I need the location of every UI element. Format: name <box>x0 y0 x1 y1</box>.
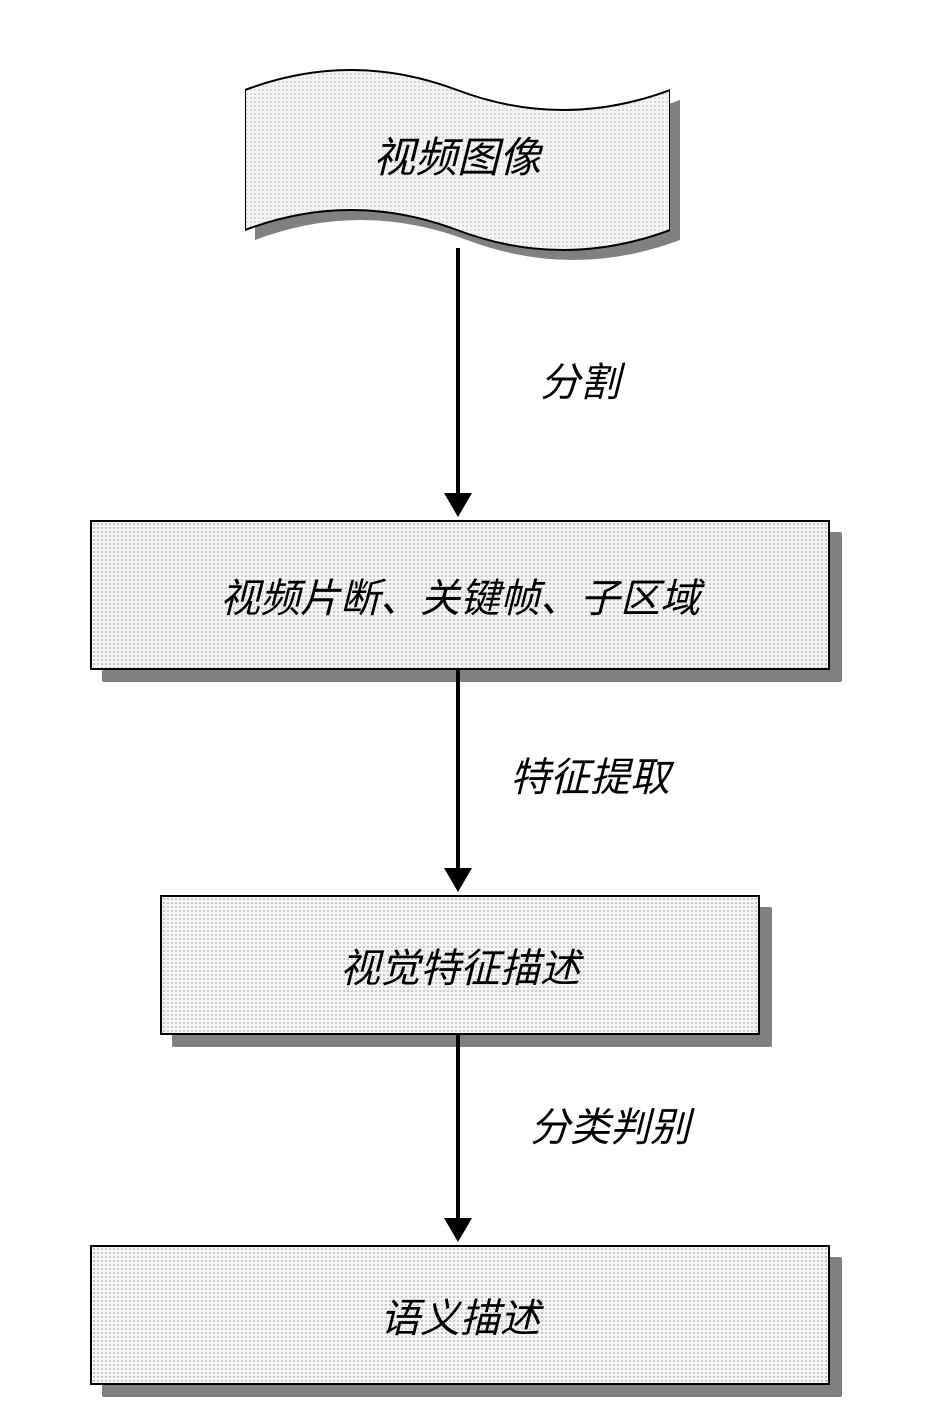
node-video-segments-label: 视频片断、关键帧、子区域 <box>220 566 700 624</box>
node-video-segments: 视频片断、关键帧、子区域 <box>90 520 830 670</box>
edge-feature-extraction-arrow <box>444 868 472 892</box>
edge-segmentation-arrow <box>444 493 472 517</box>
edge-classification-label: 分类判别 <box>530 1095 690 1153</box>
node-visual-features: 视觉特征描述 <box>160 895 760 1035</box>
node-semantic-description: 语义描述 <box>90 1245 830 1385</box>
edge-classification-arrow <box>444 1218 472 1242</box>
node-semantic-description-label: 语义描述 <box>380 1286 540 1344</box>
node-video-image: 视频图像 <box>245 60 670 260</box>
edge-classification-line <box>456 1035 460 1220</box>
node-video-image-label: 视频图像 <box>373 136 544 182</box>
node-visual-features-label: 视觉特征描述 <box>340 936 580 994</box>
edge-feature-extraction-label: 特征提取 <box>510 745 670 803</box>
edge-segmentation-label: 分割 <box>540 350 620 408</box>
flowchart-container: 视频图像 分割 视频片断、关键帧、子区域 特征提取 视觉特征描述 分类判别 语义… <box>0 0 940 1416</box>
edge-feature-extraction-line <box>456 670 460 870</box>
edge-segmentation-line <box>456 248 460 495</box>
